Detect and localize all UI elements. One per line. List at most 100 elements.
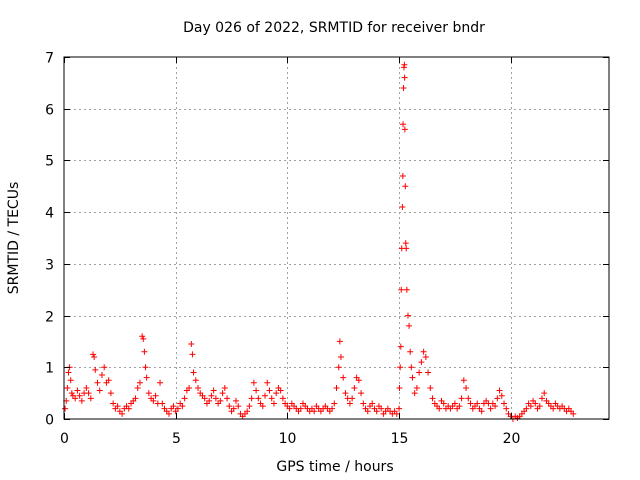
data-point [399,203,406,210]
data-point [401,61,408,68]
data-point [157,379,164,386]
x-tick-label: 20 [503,431,521,447]
data-point [331,400,338,407]
data-point [570,410,577,417]
data-point [114,403,121,410]
data-point [189,351,196,358]
data-point [422,353,429,360]
data-point [378,405,385,412]
data-point [119,410,126,417]
data-point [406,322,413,329]
data-point [465,395,472,402]
data-point [268,395,275,402]
data-point [150,397,157,404]
x-tick-label: 0 [60,431,69,447]
data-point [541,390,548,397]
y-tick-label: 7 [45,51,54,67]
data-point [190,369,197,376]
chart-title: Day 026 of 2022, SRMTID for receiver bnd… [183,20,485,36]
data-point [532,400,539,407]
data-point [396,405,403,412]
data-point [427,384,434,391]
data-point [550,405,557,412]
data-point [181,395,188,402]
data-point [132,395,139,402]
data-point [68,390,75,397]
data-point [402,240,409,247]
data-point [217,397,224,404]
data-point [409,374,416,381]
data-point [487,405,494,412]
x-tick-label: 10 [279,431,297,447]
data-point [393,410,400,417]
data-point [248,395,255,402]
data-point [210,387,217,394]
data-point [226,403,233,410]
data-point [474,400,481,407]
data-point [141,348,148,355]
data-point [125,405,132,412]
data-point [159,400,166,407]
data-point [425,369,432,376]
data-point [411,390,418,397]
data-point [143,374,150,381]
data-point [451,400,458,407]
data-point [503,405,510,412]
x-axis-label: GPS time / hours [276,459,393,475]
data-point [83,384,90,391]
data-point [463,384,470,391]
data-point [496,387,503,394]
data-point [94,379,101,386]
data-point [235,403,242,410]
data-point [230,405,237,412]
data-point [458,395,465,402]
data-point [400,85,407,92]
data-point [460,377,467,384]
data-point [456,403,463,410]
data-point [401,126,408,133]
data-point [179,403,186,410]
data-point [192,377,199,384]
data-point [351,384,358,391]
data-point [246,403,253,410]
data-point [206,397,213,404]
data-point [346,400,353,407]
data-point [72,395,79,402]
data-point [96,387,103,394]
data-point [523,405,530,412]
data-point [407,348,414,355]
data-point [67,377,74,384]
data-point [142,364,149,371]
data-point [498,392,505,399]
data-point [264,379,271,386]
data-point [208,392,215,399]
data-point [397,343,404,350]
data-point [87,395,94,402]
data-point [140,335,147,342]
data-point [212,395,219,402]
data-point [92,366,99,373]
data-point [107,390,114,397]
data-point [400,121,407,128]
data-point [62,405,69,412]
data-point [360,400,367,407]
data-point [101,364,108,371]
data-point [91,353,98,360]
y-tick-label: 3 [45,258,54,274]
data-point [76,392,83,399]
data-point [494,395,501,402]
data-point [355,377,362,384]
data-point [90,351,97,358]
data-point [174,405,181,412]
data-point [255,395,262,402]
data-point [78,397,85,404]
data-point [373,408,380,415]
data-point [139,333,146,340]
data-point [364,408,371,415]
data-point [398,286,405,293]
data-point [170,403,177,410]
data-point [403,286,410,293]
data-point [219,390,226,397]
data-point [266,387,273,394]
